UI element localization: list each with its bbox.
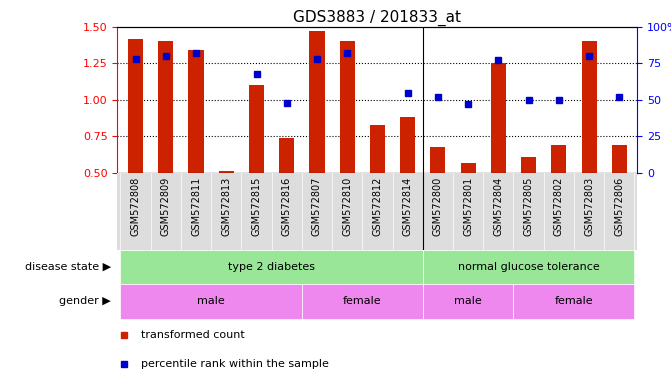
Text: GSM572815: GSM572815 [252,177,262,236]
Text: GSM572800: GSM572800 [433,177,443,236]
Bar [340,41,355,173]
Bar [430,147,446,173]
Bar [423,250,634,284]
Text: GSM572803: GSM572803 [584,177,594,236]
Bar [582,41,597,173]
Bar [552,145,566,173]
Bar [521,157,536,173]
Text: female: female [555,296,593,306]
Text: GSM572806: GSM572806 [615,177,624,236]
Bar [279,138,295,173]
Bar [121,250,423,284]
Bar [460,162,476,173]
Text: male: male [197,296,225,306]
Text: transformed count: transformed count [141,330,245,340]
Bar [189,50,203,173]
Text: GSM572809: GSM572809 [161,177,171,236]
Bar [249,85,264,173]
Text: GSM572810: GSM572810 [342,177,352,236]
Text: normal glucose tolerance: normal glucose tolerance [458,262,599,272]
Title: GDS3883 / 201833_at: GDS3883 / 201833_at [293,9,462,25]
Bar [370,125,385,173]
Bar [400,118,415,173]
Text: percentile rank within the sample: percentile rank within the sample [141,359,329,369]
Bar [513,284,634,319]
Text: disease state ▶: disease state ▶ [25,262,111,272]
Text: GSM572813: GSM572813 [221,177,231,236]
Text: GSM572807: GSM572807 [312,177,322,236]
Bar [309,31,325,173]
Bar [612,145,627,173]
Text: gender ▶: gender ▶ [59,296,111,306]
Bar [491,63,506,173]
Bar [128,38,143,173]
Bar [302,284,423,319]
Text: GSM572811: GSM572811 [191,177,201,236]
Text: GSM572805: GSM572805 [523,177,533,236]
Bar [158,41,173,173]
Text: type 2 diabetes: type 2 diabetes [228,262,315,272]
Text: male: male [454,296,482,306]
Bar [219,171,234,173]
Text: GSM572812: GSM572812 [372,177,382,236]
Text: GSM572808: GSM572808 [131,177,140,236]
Text: female: female [343,296,382,306]
Text: GSM572801: GSM572801 [463,177,473,236]
Text: GSM572802: GSM572802 [554,177,564,236]
Text: GSM572814: GSM572814 [403,177,413,236]
Text: GSM572816: GSM572816 [282,177,292,236]
Bar [423,284,513,319]
Text: GSM572804: GSM572804 [493,177,503,236]
Bar [121,284,302,319]
